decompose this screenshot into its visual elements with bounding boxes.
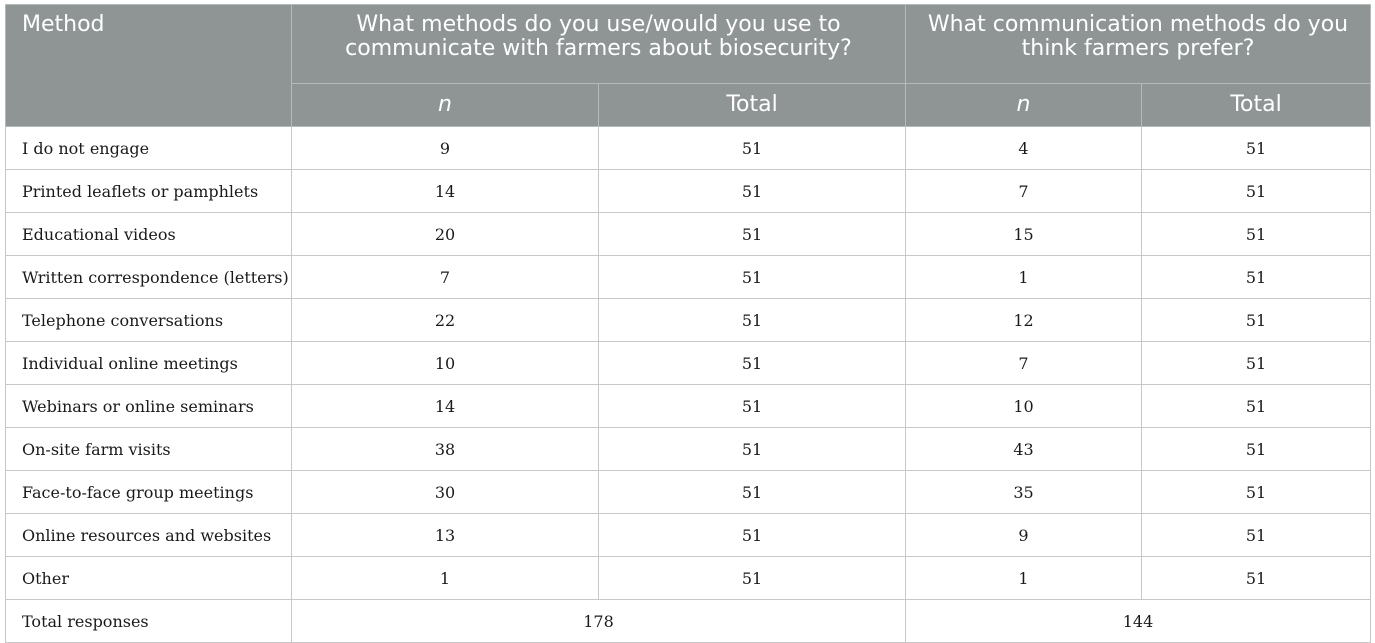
table-row: Educational videos 20 51 15 51 [5,212,1372,256]
row-n-use: 22 [291,298,599,342]
row-method: Printed leaflets or pamphlets [5,169,292,213]
row-total-prefer: 51 [1141,470,1372,514]
row-n-prefer: 7 [905,169,1143,213]
row-method: Telephone conversations [5,298,292,342]
row-n-prefer: 12 [905,298,1143,342]
row-total-prefer: 51 [1141,212,1372,256]
row-total-use: 51 [597,169,907,213]
row-total-prefer: 51 [1141,169,1372,213]
row-n-use: 13 [291,513,599,557]
header-total-prefer: Total [1141,83,1372,127]
row-method: Individual online meetings [5,341,292,385]
row-total-prefer: 51 [1141,126,1372,170]
row-total-use: 51 [597,212,907,256]
total-row: Total responses 178 144 [5,599,1372,643]
table-row: Telephone conversations 22 51 12 51 [5,298,1372,342]
header-total-use: Total [597,83,907,127]
row-total-use: 51 [597,255,907,299]
row-method: Webinars or online seminars [5,384,292,428]
row-n-prefer: 9 [905,513,1143,557]
row-n-prefer: 4 [905,126,1143,170]
total-row-label: Total responses [5,599,292,643]
table-row: I do not engage 9 51 4 51 [5,126,1372,170]
header-row-sub: n Total n Total [6,83,1372,127]
row-method: Educational videos [5,212,292,256]
row-total-prefer: 51 [1141,556,1372,600]
row-n-use: 10 [291,341,599,385]
row-method: I do not engage [5,126,292,170]
row-total-use: 51 [597,298,907,342]
header-group-prefer: What communication methods do you think … [905,4,1372,84]
table-row: Individual online meetings 10 51 7 51 [5,341,1372,385]
row-total-use: 51 [597,427,907,471]
row-n-use: 1 [291,556,599,600]
row-method: Online resources and websites [5,513,292,557]
row-total-use: 51 [597,341,907,385]
header-n-prefer: n [905,83,1143,127]
row-n-prefer: 10 [905,384,1143,428]
row-n-use: 30 [291,470,599,514]
row-total-prefer: 51 [1141,384,1372,428]
row-total-prefer: 51 [1141,341,1372,385]
row-n-use: 20 [291,212,599,256]
header-group-use: What methods do you use/would you use to… [290,4,907,84]
row-n-prefer: 7 [905,341,1143,385]
row-n-use: 7 [291,255,599,299]
row-n-prefer: 35 [905,470,1143,514]
row-total-prefer: 51 [1141,513,1372,557]
row-n-prefer: 1 [905,556,1143,600]
row-total-use: 51 [597,470,907,514]
table-row: Online resources and websites 13 51 9 51 [5,513,1372,557]
row-method: Written correspondence (letters) [5,255,292,299]
row-total-use: 51 [597,384,907,428]
total-responses-prefer: 144 [905,599,1372,643]
table-row: On-site farm visits 38 51 43 51 [5,427,1372,471]
row-n-use: 14 [291,384,599,428]
row-n-prefer: 15 [905,212,1143,256]
row-n-use: 9 [291,126,599,170]
row-total-prefer: 51 [1141,298,1372,342]
row-total-use: 51 [597,126,907,170]
table-row: Written correspondence (letters) 7 51 1 … [5,255,1372,299]
table-row: Webinars or online seminars 14 51 10 51 [5,384,1372,428]
row-method: On-site farm visits [5,427,292,471]
table-row: Printed leaflets or pamphlets 14 51 7 51 [5,169,1372,213]
row-method: Face-to-face group meetings [5,470,292,514]
table-header: Method What methods do you use/would you… [5,4,1372,127]
row-n-prefer: 43 [905,427,1143,471]
total-responses-use: 178 [290,599,907,643]
row-total-use: 51 [597,556,907,600]
row-n-use: 38 [291,427,599,471]
row-n-prefer: 1 [905,255,1143,299]
table-row: Face-to-face group meetings 30 51 35 51 [5,470,1372,514]
table-row: Other 1 51 1 51 [5,556,1372,600]
header-n-use: n [291,83,599,127]
header-method: Method [5,4,292,127]
row-total-use: 51 [597,513,907,557]
row-total-prefer: 51 [1141,427,1372,471]
table-body: I do not engage 9 51 4 51 Printed leafle… [5,126,1372,643]
row-n-use: 14 [291,169,599,213]
survey-table: Method What methods do you use/would you… [5,4,1372,643]
row-method: Other [5,556,292,600]
row-total-prefer: 51 [1141,255,1372,299]
header-row-groups: Method What methods do you use/would you… [5,4,1372,127]
